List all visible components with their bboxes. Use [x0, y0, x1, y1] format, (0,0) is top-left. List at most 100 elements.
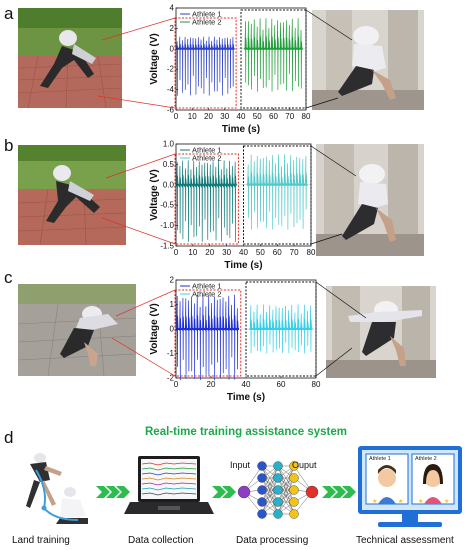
network-node — [257, 473, 267, 483]
voltage-chart-b: 0 10 20 30 40 50 60 70 80 -1.5 -1.0 -0.5 0.0 0.5 1.0 Ti… — [149, 140, 316, 272]
network-node — [273, 461, 283, 471]
system-title: Real-time training assistance system — [145, 426, 347, 438]
y-tick-label: -0.5 — [160, 201, 174, 210]
y-tick-label: 0.5 — [163, 160, 175, 169]
y-axis-label: Voltage (V) — [149, 169, 160, 220]
x-tick-label: 0 — [174, 112, 179, 121]
flow-arrows-3-icon — [322, 486, 356, 498]
legend-label-2: Athlete 2 — [192, 18, 222, 27]
voltage-chart-a: 0 10 20 30 40 50 60 70 80 -6 -4 -2 0 2 4 Time (s) Voltag… — [149, 4, 311, 136]
x-tick-label: 50 — [253, 112, 262, 121]
x-tick-label: 0 — [174, 380, 179, 389]
step-label-technical-assessment: Technical assessment — [356, 535, 454, 546]
svg-text:★: ★ — [398, 498, 403, 505]
athlete2-highlight-box — [240, 9, 307, 109]
athlete1-highlight-box — [174, 289, 242, 377]
athlete-figures-icon — [26, 453, 88, 524]
x-axis-label: Time (s) — [224, 260, 262, 271]
network-node — [237, 485, 251, 499]
photo-outdoor-a — [18, 8, 122, 108]
y-tick-label: -1.0 — [160, 221, 174, 230]
network-node — [257, 461, 267, 471]
svg-text:★: ★ — [444, 498, 449, 505]
y-axis-label: Voltage (V) — [149, 33, 160, 84]
network-node — [289, 485, 299, 495]
athlete1-highlight-box — [174, 153, 239, 245]
series-2-trace — [244, 18, 303, 92]
legend-label-2: Athlete 2 — [192, 290, 222, 299]
x-tick-label: 60 — [273, 248, 282, 257]
y-tick-label: -4 — [167, 85, 175, 94]
y-tick-label: 0 — [170, 44, 175, 53]
series-1-trace — [175, 294, 239, 381]
x-tick-label: 80 — [302, 112, 311, 121]
x-tick-label: 80 — [307, 248, 316, 257]
x-tick-label: 70 — [285, 112, 294, 121]
legend-label-1: Athlete 1 — [192, 282, 222, 291]
series-1-trace — [175, 36, 235, 96]
neural-network-icon — [237, 461, 319, 519]
svg-text:★: ★ — [418, 498, 423, 505]
x-tick-label: 60 — [277, 380, 286, 389]
x-tick-label: 30 — [222, 248, 231, 257]
network-node — [289, 509, 299, 519]
step-label-data-collection: Data collection — [128, 535, 194, 546]
network-output-label: Ouput — [292, 460, 317, 470]
network-node — [289, 461, 299, 471]
legend-label-1: Athlete 1 — [192, 146, 222, 155]
x-tick-label: 20 — [205, 248, 214, 257]
network-node — [257, 485, 267, 495]
chart-svg-a: 0 10 20 30 40 50 60 70 80 -6 -4 -2 0 2 4 Time (s) Voltag… — [149, 4, 311, 136]
network-node — [273, 485, 283, 495]
network-node — [289, 473, 299, 483]
y-tick-label: -1 — [167, 349, 175, 358]
y-tick-label: 4 — [170, 4, 175, 13]
y-axis-label: Voltage (V) — [149, 303, 160, 354]
x-tick-label: 70 — [290, 248, 299, 257]
x-tick-label: 20 — [207, 380, 216, 389]
x-tick-label: 0 — [174, 248, 179, 257]
y-tick-label: -6 — [167, 106, 175, 115]
panel-letter-c: c — [4, 268, 13, 287]
network-node — [289, 497, 299, 507]
y-tick-label: 1 — [170, 300, 175, 309]
x-tick-label: 80 — [312, 380, 321, 389]
athlete1-highlight-box — [174, 17, 237, 109]
athlete2-highlight-box — [245, 281, 317, 377]
y-tick-label: 0.0 — [163, 180, 175, 189]
y-tick-label: 2 — [170, 276, 175, 285]
y-tick-label: -2 — [167, 374, 175, 383]
y-tick-label: -1.5 — [160, 242, 174, 251]
x-tick-label: 30 — [220, 112, 229, 121]
network-node — [273, 497, 283, 507]
y-tick-label: 2 — [170, 24, 175, 33]
series-2-trace — [249, 304, 313, 354]
x-tick-label: 40 — [237, 112, 246, 121]
athlete2-highlight-box — [243, 145, 312, 245]
x-tick-label: 10 — [188, 112, 197, 121]
legend-label-1: Athlete 1 — [192, 10, 222, 19]
voltage-chart-c: 0 20 40 60 80 -2 -1 0 1 2 Time (s) Voltage (V) Athle… — [149, 276, 321, 404]
network-node — [305, 485, 319, 499]
flow-arrows-1-icon — [96, 486, 130, 498]
x-tick-label: 50 — [256, 248, 265, 257]
network-node — [273, 473, 283, 483]
x-tick-label: 20 — [204, 112, 213, 121]
flow-arrows-2-icon — [212, 486, 236, 498]
photo-indoor-a — [312, 10, 424, 110]
legend-label-2: Athlete 2 — [192, 154, 222, 163]
y-tick-label: -2 — [167, 65, 175, 74]
system-pipeline: ★ ★ ★ ★ Athlete 1 Athlete 2 Input Ouput — [26, 446, 462, 527]
panel-letter-b: b — [4, 136, 14, 155]
x-tick-label: 40 — [239, 248, 248, 257]
monitor-athlete2-label: Athlete 2 — [415, 456, 437, 462]
network-node — [273, 509, 283, 519]
series-1-trace — [175, 160, 237, 242]
step-label-land-training: Land training — [12, 535, 70, 546]
svg-text:★: ★ — [372, 498, 377, 505]
y-tick-label: 1.0 — [163, 140, 175, 149]
network-input-label: Input — [230, 460, 251, 470]
step-label-data-processing: Data processing — [236, 535, 309, 546]
x-tick-label: 10 — [188, 248, 197, 257]
panel-letter-d: d — [4, 428, 14, 447]
